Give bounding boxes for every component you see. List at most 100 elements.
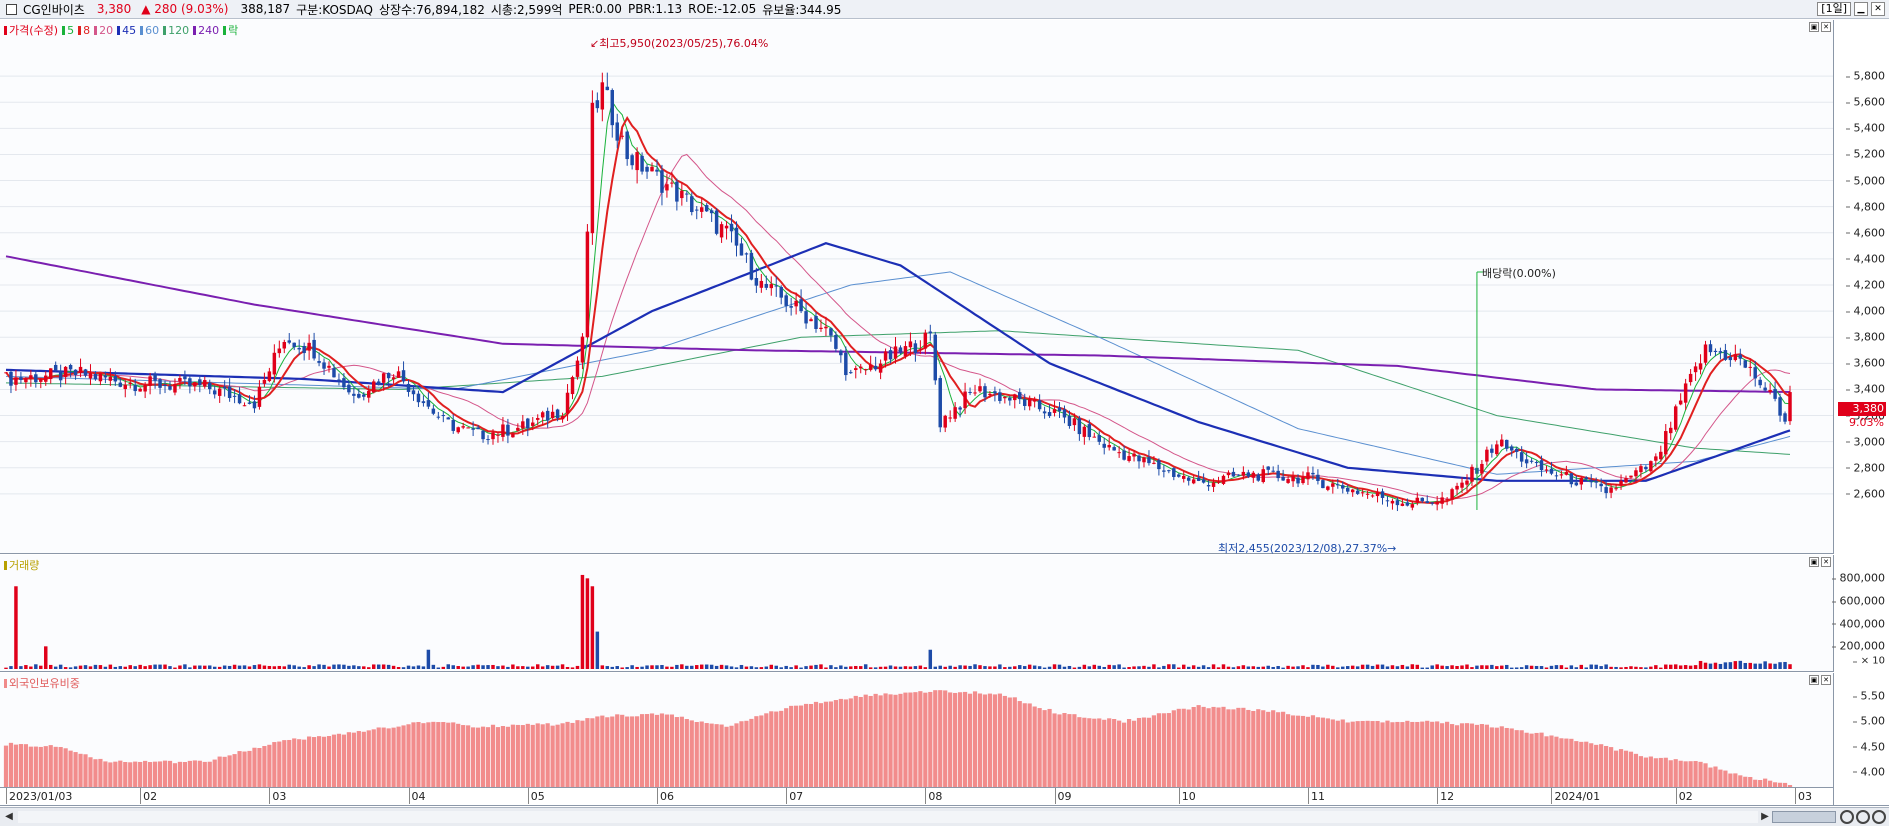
candle-body [585,231,590,338]
volume-bar [421,666,426,669]
scroll-left-icon[interactable]: ◀ [5,811,13,822]
foreign-bar [1484,724,1489,787]
foreign-bar [287,739,292,787]
pane-close-icon[interactable]: ✕ [1821,557,1831,567]
volume-bar [878,666,883,669]
pane-maximize-icon[interactable]: ▣ [1809,22,1819,32]
foreign-bar [302,739,307,787]
period-selector[interactable]: [1일] [1817,2,1851,16]
foreign-bar [1410,721,1415,787]
foreign-bar [953,692,958,787]
zoom-out-icon[interactable] [1840,810,1854,824]
candle-body [262,379,267,384]
price-chart[interactable] [0,20,1833,554]
legend-volume[interactable]: 거래량 [4,557,39,573]
candle-body [709,210,714,214]
foreign-bar [1668,760,1673,787]
foreign-bar [635,716,640,787]
close-icon[interactable]: ✕ [1871,2,1885,16]
legend-ma-240[interactable]: 240 [193,24,219,37]
foreign-bar [1087,718,1092,787]
volume-bar [1097,665,1101,669]
scroll-thumb[interactable] [1772,811,1836,823]
candle-body [1072,418,1077,426]
minimize-icon[interactable]: ▁ [1854,2,1868,16]
current-price: 3,380 [96,2,132,16]
candle-body [1539,460,1544,471]
legend-ma-8[interactable]: 8 [78,24,90,37]
foreign-ownership-pane[interactable]: 외국인보유비중 ▣ ✕ [0,673,1833,788]
legend-ma-45[interactable]: 45 [117,24,136,37]
volume-bar [973,664,977,669]
volume-bar [645,665,649,669]
pane-close-icon[interactable]: ✕ [1821,675,1831,685]
volume-bar [1375,664,1380,669]
candle-body [1246,472,1251,477]
zoom-fit-icon[interactable] [1856,810,1870,824]
candle-body [1614,488,1618,490]
candle-body [446,417,451,420]
legend-foreign[interactable]: 외국인보유비중 [4,675,80,691]
foreign-bar [1564,738,1569,787]
select-checkbox[interactable] [6,3,17,15]
legend-ma-120[interactable]: 120 [163,24,189,37]
legend-ma-5[interactable]: 5 [62,24,74,37]
volume-bar [804,666,808,669]
foreign-bar [972,691,978,787]
volume-axis[interactable]: × 10 800,000 600,000 400,000 200,000 [1831,555,1889,672]
volume-chart[interactable] [0,555,1833,672]
foreign-bar [1281,711,1286,787]
volume-pane[interactable]: 거래량 ▣ ✕ [0,555,1833,672]
foreign-bar [1136,717,1142,787]
legend-ma-20[interactable]: 20 [94,24,113,37]
pane-maximize-icon[interactable]: ▣ [1809,557,1819,567]
foreign-bar [1663,757,1668,787]
price-tick: 4,600 [1845,226,1885,240]
price-pane[interactable]: 가격(수정) 5 8 20 45 60 120 240 락 ▣ ✕ ↙최고5,950(202… [0,20,1833,555]
candle-body [595,100,600,109]
volume-bar [516,666,520,669]
scroll-right-icon[interactable]: ▶ [1761,811,1769,822]
pane-close-icon[interactable]: ✕ [1821,22,1831,32]
foreign-bar [58,747,63,787]
foreign-tick: 4.50 [1852,740,1885,754]
candle-body [774,285,778,287]
volume-bar [491,664,495,669]
price-axis[interactable]: 5,800 5,600 5,400 5,200 5,000 4,800 4,600 4,400… [1833,20,1889,554]
volume-bar [1052,664,1057,669]
price-tick: 2,800 [1845,461,1885,475]
foreign-axis[interactable]: 5.50 5.00 4.50 4.00 [1833,673,1889,788]
zoom-in-icon[interactable] [1872,810,1886,824]
candle-body [521,421,525,429]
volume-bar [1783,661,1787,669]
legend-ma-60[interactable]: 60 [140,24,159,37]
volume-bar [1057,664,1062,669]
foreign-bar [356,731,361,787]
volume-bar [78,665,83,669]
chart-scrollbar[interactable]: ◀ ▶ [0,807,1889,826]
volume-bar [1127,667,1131,669]
foreign-bar [13,744,19,787]
legend-price[interactable]: 가격(수정) [4,22,58,38]
volume-bar [193,665,197,669]
candle-body [704,205,709,212]
volume-bar [1157,667,1161,669]
stock-name[interactable]: CG인바이츠 [23,2,85,17]
legend-ex-dividend[interactable]: 락 [223,22,238,38]
volume-bar [918,665,923,669]
foreign-bar [1370,721,1375,787]
pane-maximize-icon[interactable]: ▣ [1809,675,1819,685]
foreign-ownership-chart[interactable] [0,673,1833,788]
candle-body [312,339,316,359]
candle-body [1743,360,1748,368]
candle-body [814,315,818,329]
foreign-bar [1092,718,1097,787]
pane-controls: ▣ ✕ [1809,22,1831,32]
scroll-track[interactable] [18,811,1758,823]
volume-bar [1350,665,1355,669]
market-type: 구분:KOSDAQ [296,2,373,17]
volume-bar [1221,664,1226,669]
candle-body [1659,451,1663,460]
foreign-bar [187,760,192,787]
price-tick: 3,600 [1845,356,1885,370]
